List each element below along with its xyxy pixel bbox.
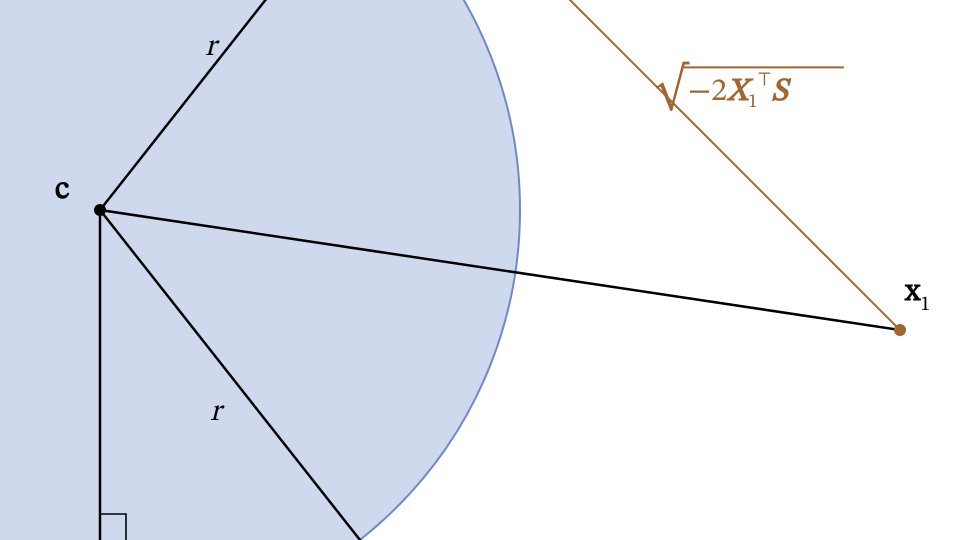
point-c [94, 204, 106, 216]
circle-disk [0, 0, 520, 540]
label-sqrt-expression: √−2X1⊤S [655, 61, 792, 112]
label-c: c [55, 174, 70, 206]
label-x1: x1 [904, 276, 930, 315]
tangent-line-brown [560, 0, 900, 330]
point-x1 [894, 324, 906, 336]
